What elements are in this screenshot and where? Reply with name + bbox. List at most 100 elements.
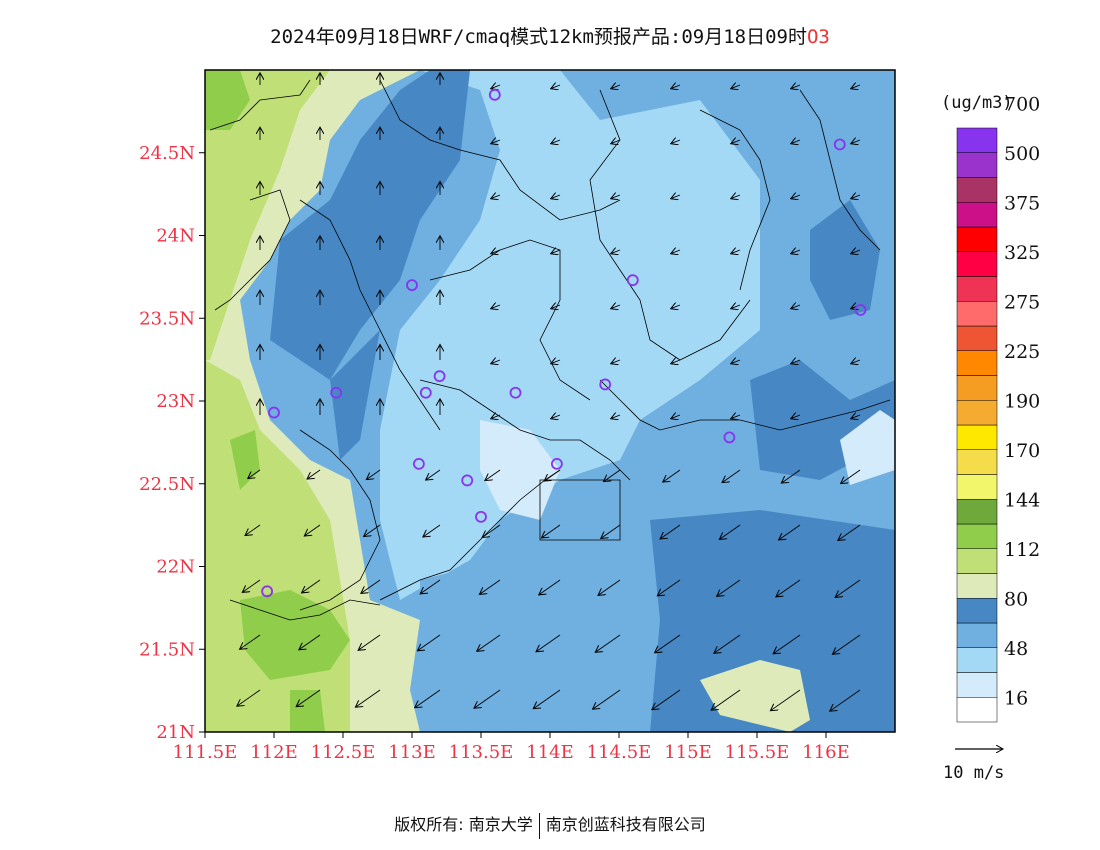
- wind-vectors: [237, 73, 861, 711]
- colorbar-swatch: [956, 301, 998, 327]
- colorbar-label: 48: [1004, 638, 1028, 660]
- longitude-axis: 111.5E 112E 112.5E 113E 113.5E 114E 114.5E 115E…: [173, 732, 850, 763]
- wind-arrow: [611, 250, 621, 254]
- wind-arrow: [841, 469, 861, 484]
- wind-arrow: [242, 579, 261, 592]
- lon-tick-label: 114.5E: [587, 742, 652, 763]
- lat-tick-label: 21N: [156, 722, 195, 743]
- lon-tick-label: 115.5E: [725, 742, 790, 763]
- wind-arrow: [491, 360, 501, 364]
- wind-reference-label: 10 m/s: [943, 763, 1004, 783]
- colorbar-swatch: [956, 647, 998, 673]
- colorbar-label: 500: [1004, 143, 1040, 165]
- wind-arrow: [240, 634, 261, 649]
- wind-arrow: [491, 305, 501, 309]
- wind-arrow: [731, 195, 741, 199]
- wind-arrow: [671, 85, 681, 89]
- colorbar-swatch: [956, 152, 998, 178]
- wind-arrow: [491, 85, 501, 89]
- map-title-text: 2024年09月18日WRF/cmaq模式12km预报产品:09月18日09时: [270, 26, 807, 48]
- wind-arrow: [364, 524, 381, 536]
- wind-arrow: [851, 250, 861, 254]
- wind-arrow: [851, 140, 861, 144]
- wind-arrow: [832, 634, 861, 654]
- latitude-axis: 21N 21.5N 22N 22.5N 23N 23.5N 24N 24.5N: [139, 143, 205, 743]
- wind-arrow: [731, 360, 741, 364]
- wind-arrow: [485, 469, 501, 481]
- wind-arrow: [776, 579, 801, 597]
- colorbar-swatch: [956, 202, 998, 228]
- footer-divider: [538, 812, 540, 839]
- colorbar-swatch: [956, 474, 998, 500]
- station-marker: [268, 406, 280, 419]
- colorbar-label: 190: [1004, 390, 1040, 412]
- colorbar-swatch: [956, 400, 998, 426]
- lat-tick-label: 24.5N: [139, 143, 195, 164]
- wind-arrow: [663, 469, 681, 482]
- wind-arrow: [611, 85, 621, 89]
- copyright-footer: 版权所有: 南京大学 南京创蓝科技有限公司: [0, 811, 1100, 839]
- wind-arrow: [717, 579, 741, 596]
- wind-arrow: [544, 469, 561, 481]
- wind-arrow: [551, 140, 561, 144]
- wind-arrow: [731, 415, 741, 419]
- wind-arrow: [671, 195, 681, 199]
- wind-arrow: [491, 415, 501, 419]
- wind-arrow: [479, 579, 501, 594]
- colorbar: 16 48 80 112 144 170 190 225 275 325 375 500 700: [956, 93, 1040, 723]
- wind-arrow: [536, 634, 561, 652]
- wind-arrow: [711, 689, 741, 710]
- colorbar-label: 375: [1004, 192, 1040, 214]
- wind-arrow: [851, 415, 861, 419]
- lon-tick-label: 113.5E: [449, 742, 514, 763]
- wind-arrow: [603, 469, 621, 482]
- station-marker: [551, 457, 563, 470]
- wind-arrow: [791, 360, 801, 364]
- wind-arrow: [491, 140, 501, 144]
- lon-tick-label: 112E: [250, 742, 298, 763]
- map-title: 2024年09月18日WRF/cmaq模式12km预报产品:09月18日09时O…: [0, 22, 1100, 49]
- wind-arrow: [358, 634, 381, 650]
- wind-arrow: [551, 250, 561, 254]
- wind-arrow: [773, 634, 801, 654]
- wind-arrow: [838, 524, 861, 540]
- station-marker: [509, 386, 522, 399]
- lon-tick-label: 114E: [526, 742, 574, 763]
- wind-arrow: [491, 250, 501, 254]
- wind-arrow: [601, 524, 621, 538]
- wind-arrow: [551, 360, 561, 364]
- wind-arrow: [304, 524, 321, 536]
- wind-arrow: [671, 140, 681, 144]
- colorbar-swatch: [956, 177, 998, 203]
- wind-arrow: [420, 579, 441, 594]
- wind-arrow: [426, 469, 441, 480]
- wind-arrow: [652, 689, 681, 710]
- wind-arrow: [551, 305, 561, 309]
- wind-reference: 10 m/s: [943, 749, 1004, 783]
- wind-arrow: [671, 250, 681, 254]
- colorbar-swatch: [956, 598, 998, 624]
- station-marker: [723, 431, 736, 444]
- wind-arrow: [302, 579, 321, 593]
- lat-tick-label: 24N: [156, 226, 195, 247]
- wind-arrow: [791, 195, 801, 199]
- copyright-left: 版权所有: 南京大学: [394, 815, 533, 834]
- wind-arrow: [245, 524, 261, 535]
- wind-arrow: [361, 579, 381, 593]
- wind-arrow: [671, 305, 681, 309]
- station-marker: [599, 378, 612, 391]
- wind-arrow: [611, 195, 621, 199]
- wind-arrow: [551, 195, 561, 199]
- lat-tick-label: 21.5N: [139, 639, 195, 660]
- wind-arrow: [731, 305, 741, 309]
- colorbar-swatch: [956, 127, 998, 153]
- lon-tick-label: 111.5E: [173, 742, 238, 763]
- wind-arrow: [719, 524, 741, 539]
- colorbar-swatch: [956, 672, 998, 698]
- wind-arrow: [660, 524, 681, 539]
- colorbar-swatch: [956, 523, 998, 549]
- wind-arrow: [731, 140, 741, 144]
- lat-tick-label: 23.5N: [139, 308, 195, 329]
- colorbar-swatch: [956, 622, 998, 648]
